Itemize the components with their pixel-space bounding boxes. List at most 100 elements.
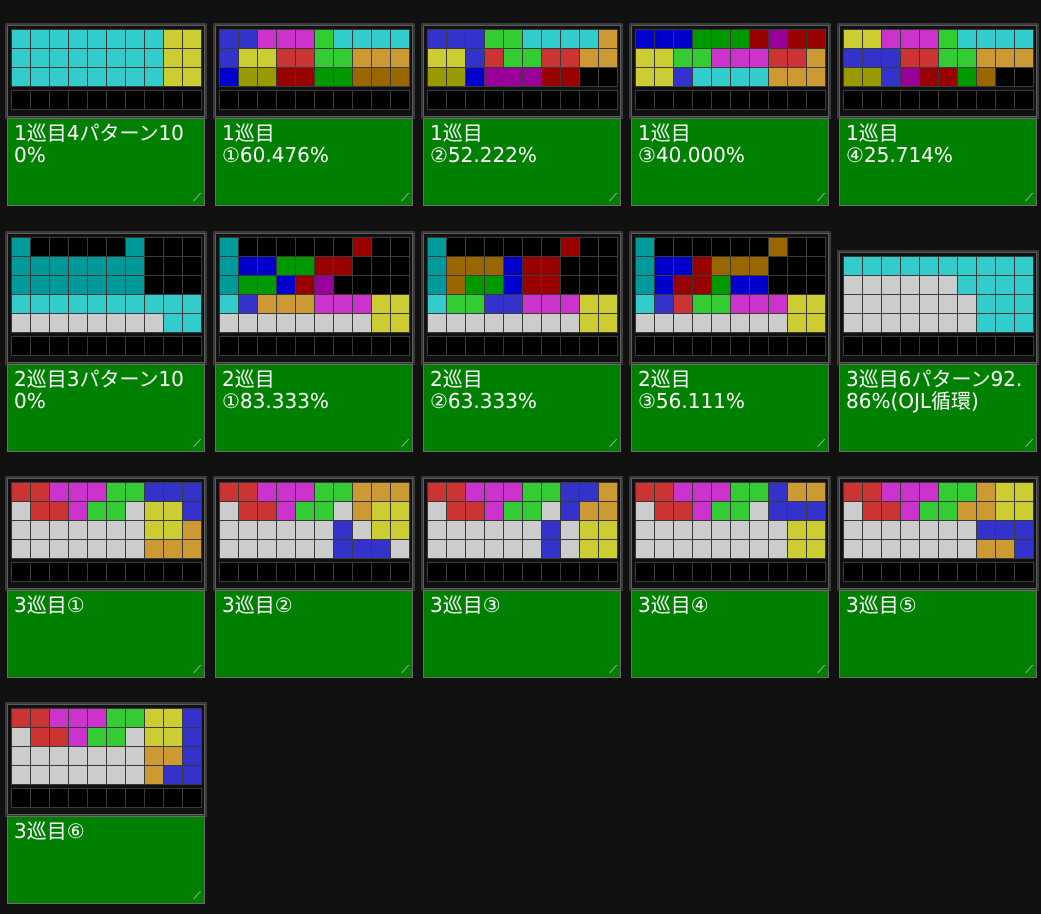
comment-box[interactable]: 1巡目 ③40.000% ⟋: [632, 119, 828, 205]
resize-grip-icon[interactable]: ⟋: [609, 437, 617, 450]
block-cell: [353, 483, 371, 501]
preview-cell: [334, 337, 352, 355]
resize-grip-icon[interactable]: ⟋: [1025, 437, 1033, 450]
preview-cell: [655, 337, 673, 355]
resize-grip-icon[interactable]: ⟋: [609, 191, 617, 204]
block-cell: [1015, 540, 1033, 558]
comment-box[interactable]: 3巡目① ⟋: [8, 591, 204, 677]
block-cell: [693, 276, 711, 294]
comment-box[interactable]: 3巡目③ ⟋: [424, 591, 620, 677]
block-cell: [334, 49, 352, 67]
comment-box[interactable]: 3巡目6パターン92.86%(OJL循環) ⟋: [840, 365, 1036, 451]
block-cell: [996, 257, 1014, 275]
block-cell: [636, 502, 654, 520]
resize-grip-icon[interactable]: ⟋: [193, 191, 201, 204]
comment-text: 2巡目3パターン100%: [14, 367, 184, 413]
comment-box[interactable]: 1巡目 ④25.714% ⟋: [840, 119, 1036, 205]
comment-box[interactable]: 1巡目 ①60.476% ⟋: [216, 119, 412, 205]
block-cell: [523, 483, 541, 501]
block-cell: [258, 276, 276, 294]
block-cell: [258, 257, 276, 275]
resize-grip-icon[interactable]: ⟋: [1025, 663, 1033, 676]
block-cell: [561, 238, 579, 256]
block-cell: [693, 521, 711, 539]
block-cell: [504, 257, 522, 275]
block-cell: [183, 502, 201, 520]
preview-cell: [31, 789, 49, 807]
resize-grip-icon[interactable]: ⟋: [1025, 191, 1033, 204]
preview-row: [219, 336, 410, 356]
block-cell: [353, 502, 371, 520]
comment-box[interactable]: 2巡目 ③56.111% ⟋: [632, 365, 828, 451]
comment-box[interactable]: 3巡目④ ⟋: [632, 591, 828, 677]
resize-grip-icon[interactable]: ⟋: [609, 663, 617, 676]
preview-row: [11, 336, 202, 356]
block-cell: [882, 276, 900, 294]
block-cell: [69, 276, 87, 294]
preview-cell: [334, 563, 352, 581]
preview-row: [843, 562, 1034, 582]
comment-box[interactable]: 1巡目4パターン100% ⟋: [8, 119, 204, 205]
preview-cell: [788, 337, 806, 355]
comment-box[interactable]: 1巡目 ②52.222% ⟋: [424, 119, 620, 205]
resize-grip-icon[interactable]: ⟋: [193, 889, 201, 902]
comment-box[interactable]: 2巡目 ①83.333% ⟋: [216, 365, 412, 451]
preview-cell: [523, 337, 541, 355]
block-cell: [882, 521, 900, 539]
preview-cell: [693, 563, 711, 581]
resize-grip-icon[interactable]: ⟋: [193, 663, 201, 676]
block-cell: [863, 257, 881, 275]
block-cell: [12, 68, 30, 86]
resize-grip-icon[interactable]: ⟋: [817, 437, 825, 450]
comment-box[interactable]: 3巡目② ⟋: [216, 591, 412, 677]
block-cell: [693, 502, 711, 520]
block-cell: [220, 49, 238, 67]
preview-cell: [69, 563, 87, 581]
empty-cell: [769, 257, 787, 275]
preview-cell: [693, 337, 711, 355]
block-cell: [220, 540, 238, 558]
block-cell: [372, 295, 390, 313]
block-cell: [769, 521, 787, 539]
empty-cell: [334, 276, 352, 294]
block-cell: [939, 68, 957, 86]
preview-cell: [164, 789, 182, 807]
comment-box[interactable]: 3巡目⑥ ⟋: [8, 817, 204, 903]
comment-box[interactable]: 3巡目⑤ ⟋: [840, 591, 1036, 677]
block-cell: [750, 49, 768, 67]
block-cell: [807, 540, 825, 558]
field-frame: [424, 234, 620, 362]
block-cell: [655, 314, 673, 332]
resize-grip-icon[interactable]: ⟋: [193, 437, 201, 450]
comment-text: 1巡目 ①60.476%: [222, 121, 329, 167]
comment-box[interactable]: 2巡目 ②63.333% ⟋: [424, 365, 620, 451]
block-cell: [315, 276, 333, 294]
comment-box[interactable]: 2巡目3パターン100% ⟋: [8, 365, 204, 451]
preview-row: [219, 562, 410, 582]
resize-grip-icon[interactable]: ⟋: [401, 437, 409, 450]
resize-grip-icon[interactable]: ⟋: [817, 191, 825, 204]
preview-cell: [542, 563, 560, 581]
resize-grip-icon[interactable]: ⟋: [817, 663, 825, 676]
block-cell: [164, 314, 182, 332]
block-cell: [844, 521, 862, 539]
resize-grip-icon[interactable]: ⟋: [401, 191, 409, 204]
playfield-grid: [427, 29, 618, 87]
block-cell: [183, 709, 201, 727]
preview-cell: [145, 91, 163, 109]
preview-cell: [977, 337, 995, 355]
block-cell: [277, 483, 295, 501]
block-cell: [50, 502, 68, 520]
empty-cell: [599, 238, 617, 256]
block-cell: [69, 502, 87, 520]
comment-text: 3巡目⑤: [846, 593, 917, 617]
block-cell: [69, 30, 87, 48]
resize-grip-icon[interactable]: ⟋: [401, 663, 409, 676]
block-cell: [693, 68, 711, 86]
block-cell: [844, 483, 862, 501]
empty-cell: [731, 238, 749, 256]
block-cell: [674, 521, 692, 539]
empty-cell: [372, 257, 390, 275]
block-cell: [731, 257, 749, 275]
block-cell: [353, 314, 371, 332]
